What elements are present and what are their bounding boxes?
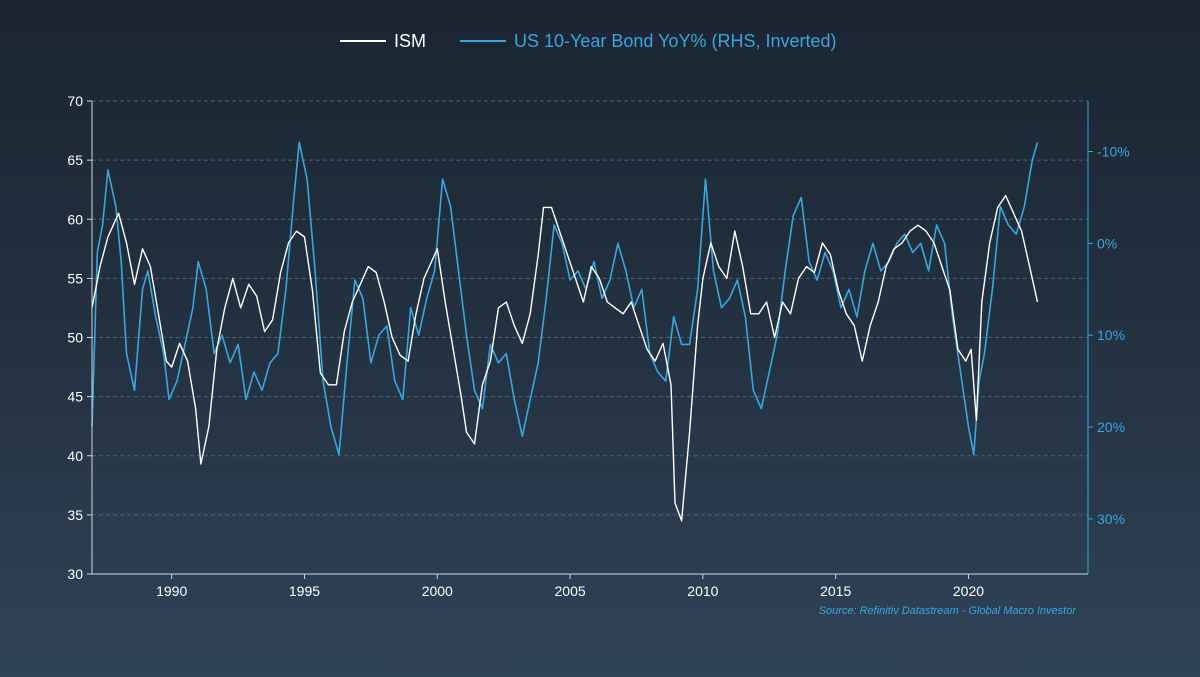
x-tick-label-2015: 2015 <box>820 583 851 599</box>
left-tick-label-35: 35 <box>67 507 83 523</box>
left-tick-label-55: 55 <box>67 270 83 286</box>
x-tick-label-1995: 1995 <box>289 583 320 599</box>
x-tick-label-1990: 1990 <box>156 583 187 599</box>
left-tick-label-40: 40 <box>67 448 83 464</box>
left-tick-label-50: 50 <box>67 330 83 346</box>
right-tick-label-10%: 10% <box>1097 327 1125 343</box>
x-tick-label-2020: 2020 <box>953 583 984 599</box>
legend-ism-label: ISM <box>394 31 426 51</box>
ism-line <box>91 194 1039 522</box>
right-tick-label--10%: -10% <box>1097 144 1130 160</box>
left-tick-label-70: 70 <box>67 93 83 109</box>
left-tick-label-65: 65 <box>67 152 83 168</box>
legend-bond-label: US 10-Year Bond YoY% (RHS, Inverted) <box>514 31 837 51</box>
left-tick-label-30: 30 <box>67 566 83 582</box>
x-tick-label-2010: 2010 <box>687 583 718 599</box>
series-layer <box>91 141 1039 522</box>
source-note: Source: Refinitiv Datastream - Global Ma… <box>819 605 1078 617</box>
axes: 30 35 40 45 50 55 60 65 70 -10% 0% 10% 20% 30% 1990 199… <box>67 93 1129 599</box>
left-tick-label-60: 60 <box>67 211 83 227</box>
right-tick-label-30%: 30% <box>1097 511 1125 527</box>
x-tick-label-2005: 2005 <box>555 583 586 599</box>
right-tick-label-20%: 20% <box>1097 419 1125 435</box>
gridlines <box>92 100 1088 516</box>
legend: ISM US 10-Year Bond YoY% (RHS, Inverted) <box>340 31 837 51</box>
right-tick-label-0%: 0% <box>1097 235 1117 251</box>
left-tick-label-45: 45 <box>67 389 83 405</box>
x-tick-label-2000: 2000 <box>422 583 453 599</box>
bond-yoy-line <box>91 141 1039 456</box>
